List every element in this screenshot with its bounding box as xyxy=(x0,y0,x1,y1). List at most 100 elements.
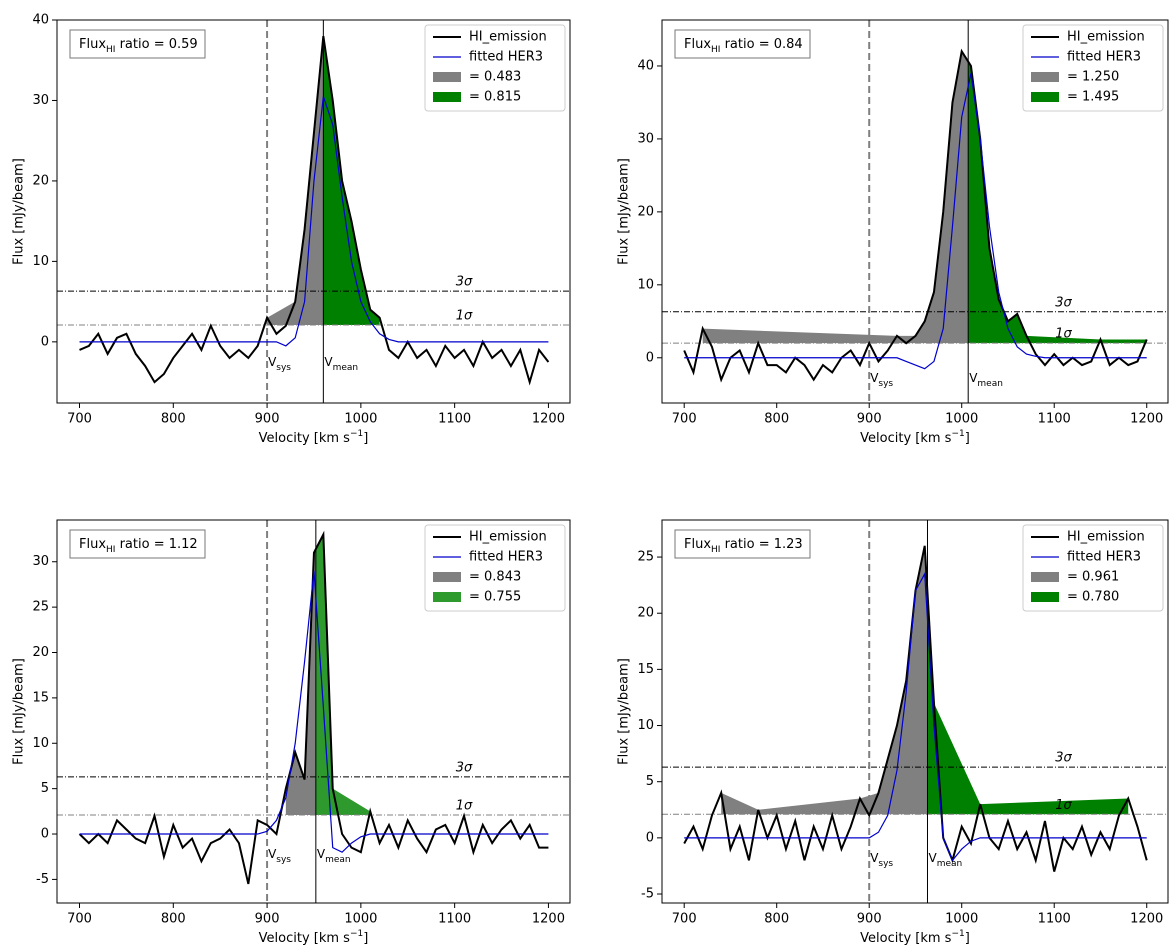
x-axis-label-part: Velocity [km s xyxy=(860,931,952,945)
x-tick-label: 1000 xyxy=(344,412,377,427)
velocity-label-part: V xyxy=(268,847,277,861)
x-tick-label: 1200 xyxy=(1130,912,1163,927)
velocity-label-part: mean xyxy=(977,378,1003,388)
sigma-label: 3σ xyxy=(1055,751,1072,766)
legend-box xyxy=(424,524,566,612)
legend-swatch xyxy=(1031,72,1059,82)
x-tick-label: 1100 xyxy=(1038,412,1071,427)
x-tick-label: 900 xyxy=(255,912,280,927)
sigma-label: 3σ xyxy=(456,760,473,775)
flux-fill xyxy=(927,593,1129,815)
legend-label: HI_emission xyxy=(469,530,547,545)
y-tick-label: 10 xyxy=(637,277,654,292)
legend-label: = 0.961 xyxy=(1067,570,1119,585)
annotation: FluxHI ratio = 1.23 xyxy=(684,537,803,555)
annotation: FluxHI ratio = 0.84 xyxy=(684,37,803,55)
annotation-part: Flux xyxy=(684,37,711,52)
y-tick-label: 20 xyxy=(637,606,654,621)
legend-label: HI_emission xyxy=(1067,30,1145,45)
annotation-part: Flux xyxy=(684,537,711,552)
annotation-part: HI xyxy=(106,545,115,555)
spectrum-line xyxy=(79,96,549,347)
x-tick-label: 1100 xyxy=(1038,912,1071,927)
velocity-label-part: sys xyxy=(276,362,291,372)
legend-box xyxy=(424,24,566,112)
x-axis-label-part: −1 xyxy=(951,929,964,939)
x-tick-label: 1100 xyxy=(438,412,471,427)
legend-swatch xyxy=(1031,572,1059,582)
x-axis-label-part: ] xyxy=(363,931,368,945)
annotation-box xyxy=(674,529,811,559)
legend-box xyxy=(1022,24,1164,112)
annotation-part: ratio = 1.23 xyxy=(720,537,802,552)
y-tick-label: 30 xyxy=(637,131,654,146)
sigma-label: 1σ xyxy=(1055,798,1072,813)
sigma-label: 1σ xyxy=(456,308,473,323)
plot-area xyxy=(662,520,1168,903)
plot-area xyxy=(662,20,1168,403)
velocity-label: Vmean xyxy=(317,847,351,865)
y-tick-label: 25 xyxy=(637,550,654,565)
legend-label: fitted HER3 xyxy=(469,50,543,65)
x-tick-label: 700 xyxy=(672,912,697,927)
plot-area xyxy=(57,20,570,403)
annotation-part: HI xyxy=(711,45,720,55)
legend-label: = 1.250 xyxy=(1067,70,1119,85)
legend-swatch xyxy=(433,92,461,102)
legend-swatch xyxy=(433,592,461,602)
velocity-label-part: V xyxy=(969,370,978,384)
velocity-label: Vmean xyxy=(928,850,962,868)
velocity-label: Vmean xyxy=(969,370,1003,388)
x-axis-label-part: ] xyxy=(363,431,368,446)
x-tick-label: 1000 xyxy=(945,412,978,427)
legend-label: HI_emission xyxy=(469,30,547,45)
x-axis-label-part: Velocity [km s xyxy=(259,931,351,945)
x-tick-label: 800 xyxy=(764,912,789,927)
y-tick-label: 0 xyxy=(41,827,49,842)
velocity-label-part: mean xyxy=(333,362,359,372)
velocity-label: Vsys xyxy=(268,354,291,372)
velocity-label-part: V xyxy=(324,354,333,368)
sigma-label: 3σ xyxy=(1055,295,1072,310)
x-axis-label-part: −1 xyxy=(951,429,964,439)
velocity-label-part: V xyxy=(870,850,879,864)
y-axis-label: Flux [mJy/beam] xyxy=(12,158,27,265)
y-axis-label: Flux [mJy/beam] xyxy=(617,158,632,265)
y-tick-label: 30 xyxy=(32,93,49,108)
flux-fill xyxy=(267,36,324,325)
legend-label: = 0.483 xyxy=(469,70,521,85)
y-tick-label: 10 xyxy=(32,254,49,269)
spectrum-line xyxy=(79,35,550,386)
legend-label: = 0.843 xyxy=(469,570,521,585)
x-tick-label: 800 xyxy=(764,412,789,427)
velocity-label-part: V xyxy=(268,354,277,368)
x-tick-label: 1000 xyxy=(945,912,978,927)
x-axis-label-part: Velocity [km s xyxy=(259,431,351,446)
legend-swatch xyxy=(1031,92,1059,102)
velocity-label-part: sys xyxy=(878,378,893,388)
y-tick-label: 10 xyxy=(637,718,654,733)
x-tick-label: 900 xyxy=(857,912,882,927)
flux-fill xyxy=(702,51,969,344)
x-tick-label: 1200 xyxy=(532,912,565,927)
legend-label: = 0.780 xyxy=(1067,590,1119,605)
axes-frame xyxy=(56,519,571,904)
y-tick-label: 10 xyxy=(32,736,49,751)
annotation-box xyxy=(69,29,206,59)
spectrum-line xyxy=(79,570,549,853)
x-tick-label: 700 xyxy=(67,412,92,427)
x-axis-label-part: −1 xyxy=(350,929,363,939)
legend-box xyxy=(1022,524,1164,612)
spectrum-line xyxy=(78,530,549,885)
x-tick-label: 700 xyxy=(672,412,697,427)
velocity-label: Vsys xyxy=(870,370,893,388)
velocity-label-part: V xyxy=(870,370,879,384)
x-axis-label: Velocity [km s−1] xyxy=(259,429,369,446)
y-tick-label: 15 xyxy=(637,662,654,677)
spectrum-line xyxy=(684,73,1147,370)
x-tick-label: 1200 xyxy=(532,412,565,427)
y-tick-label: 40 xyxy=(32,13,49,28)
